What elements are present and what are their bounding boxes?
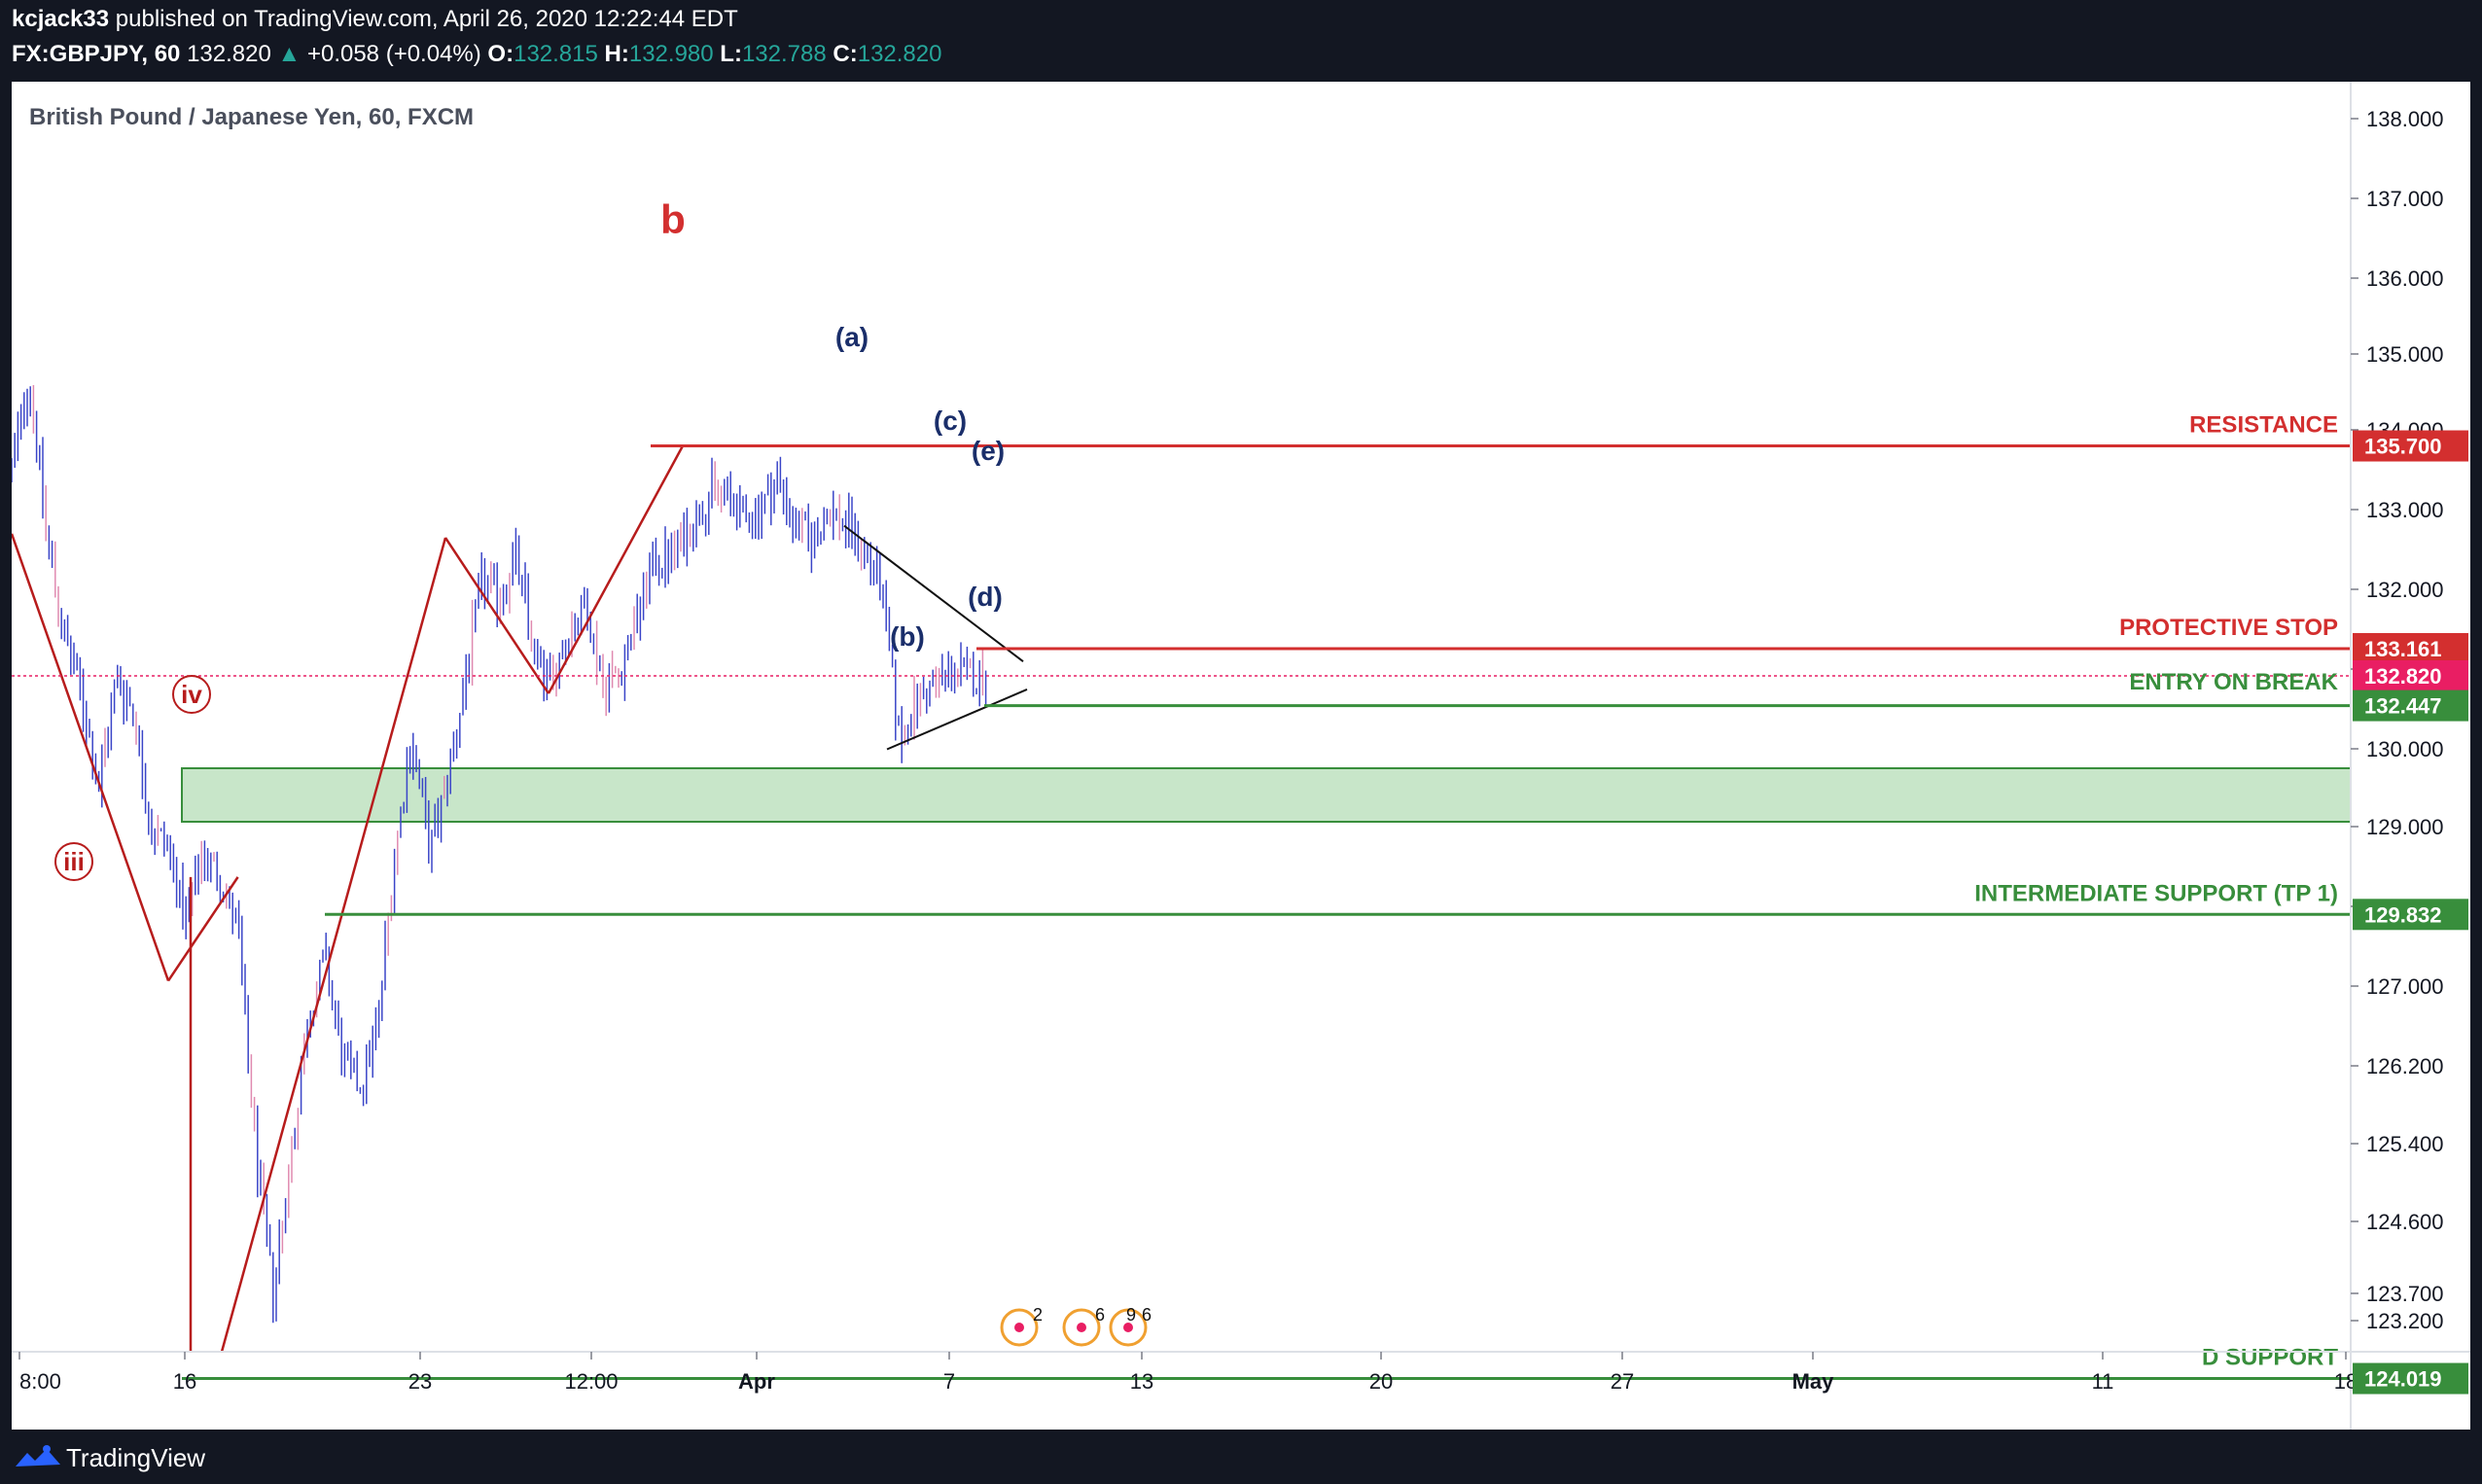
open-label: O: xyxy=(487,41,514,67)
time-tick-label: 12:00 xyxy=(564,1369,618,1394)
high-value: 132.980 xyxy=(628,41,714,67)
price-tag-box xyxy=(2353,689,2468,722)
low-value: 132.788 xyxy=(741,41,827,67)
wave-line xyxy=(547,444,685,694)
event-badge-dot xyxy=(1014,1323,1024,1332)
wave-label-e: (e) xyxy=(972,436,1005,466)
support-zones xyxy=(181,767,2352,823)
quote-line: FX:GBPJPY, 60 132.820 ▲ +0.058 (+0.04%) … xyxy=(12,41,941,68)
price-tick-label: 126.200 xyxy=(2366,1054,2444,1078)
price-tick-label: 124.600 xyxy=(2366,1210,2444,1234)
price-tag-box xyxy=(2353,632,2468,664)
event-badge-count: 6 xyxy=(1095,1305,1105,1325)
open-value: 132.815 xyxy=(514,41,598,67)
publisher-name[interactable]: kcjack33 xyxy=(12,6,110,32)
wave-label-d: (d) xyxy=(968,582,1003,612)
time-axis: 8:00 16 23 12:00 Apr 7 13 20 27 May 11 18 xyxy=(18,1352,2358,1394)
close-label: C: xyxy=(833,41,858,67)
level-label: INTERMEDIATE SUPPORT (TP 1) xyxy=(1974,880,2338,906)
candles xyxy=(12,384,987,1324)
price-tick-label: 129.000 xyxy=(2366,815,2444,839)
time-tick-label: 13 xyxy=(1130,1369,1153,1394)
price-tag-label: 124.019 xyxy=(2364,1367,2442,1392)
brand-name[interactable]: TradingView xyxy=(66,1443,206,1472)
price-tick-label: 135.000 xyxy=(2366,342,2444,367)
time-tick-label: 20 xyxy=(1369,1369,1393,1394)
price-tick-label: 130.000 xyxy=(2366,737,2444,761)
publish-line: kcjack33 published on TradingView.com, A… xyxy=(12,6,738,33)
wave-labels: b iv iii (a) (b) (c) (d) (e) xyxy=(54,196,1005,881)
price-tag-label: 135.700 xyxy=(2364,435,2442,459)
price-tick-label: 127.000 xyxy=(2366,974,2444,999)
level-label: D SUPPORT xyxy=(2202,1345,2338,1371)
price-tick-label: 133.000 xyxy=(2366,498,2444,522)
time-tick-label: 11 xyxy=(2092,1369,2114,1394)
wave-line xyxy=(443,537,550,694)
time-tick-label: 16 xyxy=(173,1369,196,1394)
price-tick-label: 125.400 xyxy=(2366,1132,2444,1156)
wave-lines xyxy=(12,444,1028,1353)
wave-label-b: b xyxy=(660,196,686,242)
triangle-lower-line xyxy=(886,689,1028,751)
footer: TradingView xyxy=(0,1430,2482,1484)
event-badge-count: 2 xyxy=(1033,1305,1043,1325)
symbol-label[interactable]: FX:GBPJPY, 60 xyxy=(12,41,181,67)
publish-header: kcjack33 published on TradingView.com, A… xyxy=(0,0,2482,82)
event-badge-count: 9 xyxy=(1126,1305,1136,1325)
price-tag-box xyxy=(2353,1362,2468,1395)
time-tick-label: 27 xyxy=(1611,1369,1634,1394)
price-tags: 135.700 133.161 132.820 132.447 129.832 124.0… xyxy=(2353,430,2468,1395)
event-badge-dot xyxy=(1077,1323,1086,1332)
event-badge-count: 6 xyxy=(1142,1305,1152,1325)
price-tick-label: 123.200 xyxy=(2366,1309,2444,1333)
level-label: RESISTANCE xyxy=(2189,412,2338,439)
wave-label-a: (a) xyxy=(835,322,869,352)
level-lines: RESISTANCE PROTECTIVE STOP ENTRY ON BREAK I… xyxy=(12,412,2351,1381)
price-tick-label: 137.000 xyxy=(2366,187,2444,211)
price-tag-box xyxy=(2353,899,2468,931)
chart-area[interactable]: RESISTANCE PROTECTIVE STOP ENTRY ON BREAK I… xyxy=(12,82,2470,1430)
time-tick-label: 23 xyxy=(408,1369,432,1394)
price-tag-box xyxy=(2353,430,2468,462)
d-support-zone xyxy=(181,767,2352,823)
price-tick-label: 123.700 xyxy=(2366,1282,2444,1306)
level-label: PROTECTIVE STOP xyxy=(2119,615,2338,641)
price-tag-label: 133.161 xyxy=(2364,637,2442,661)
price-tag-label: 129.832 xyxy=(2364,902,2442,927)
price-chart[interactable]: RESISTANCE PROTECTIVE STOP ENTRY ON BREAK I… xyxy=(12,82,2470,1430)
wave-label-iv: iv xyxy=(181,680,202,709)
low-label: L: xyxy=(720,41,742,67)
wave-label-iii-ring xyxy=(54,842,93,881)
last-price: 132.820 xyxy=(187,41,271,67)
wave-line xyxy=(12,533,170,982)
triangle-upper-line xyxy=(843,524,1024,662)
time-tick-label: 7 xyxy=(943,1369,955,1394)
price-tick-label: 138.000 xyxy=(2366,107,2444,131)
close-value: 132.820 xyxy=(857,41,942,67)
wave-line xyxy=(166,876,239,982)
price-tag-label: 132.820 xyxy=(2364,664,2442,689)
change-value: +0.058 (+0.04%) xyxy=(306,41,481,67)
chart-title: British Pound / Japanese Yen, 60, FXCM xyxy=(29,104,474,130)
tradingview-logo-icon xyxy=(16,1445,60,1466)
price-tag-label: 132.447 xyxy=(2364,694,2442,719)
wave-label-iii: iii xyxy=(63,847,85,876)
price-tick-label: 132.000 xyxy=(2366,578,2444,602)
event-badge-dot xyxy=(1123,1323,1133,1332)
up-arrow-icon: ▲ xyxy=(277,41,301,67)
wave-line xyxy=(220,537,447,1353)
published-text: published on TradingView.com, April 26, … xyxy=(115,6,738,32)
time-tick-label: 8:00 xyxy=(19,1369,61,1394)
wave-label-iv-ring xyxy=(172,675,211,714)
wave-label-b-small: (b) xyxy=(890,621,925,652)
price-tick-label: 136.000 xyxy=(2366,266,2444,291)
time-tick-label: May xyxy=(1792,1369,1835,1394)
time-tick-label: Apr xyxy=(738,1369,775,1394)
high-label: H: xyxy=(604,41,629,67)
price-tag-box xyxy=(2353,659,2468,691)
wave-label-c: (c) xyxy=(934,406,967,436)
level-label: ENTRY ON BREAK xyxy=(2129,669,2338,695)
